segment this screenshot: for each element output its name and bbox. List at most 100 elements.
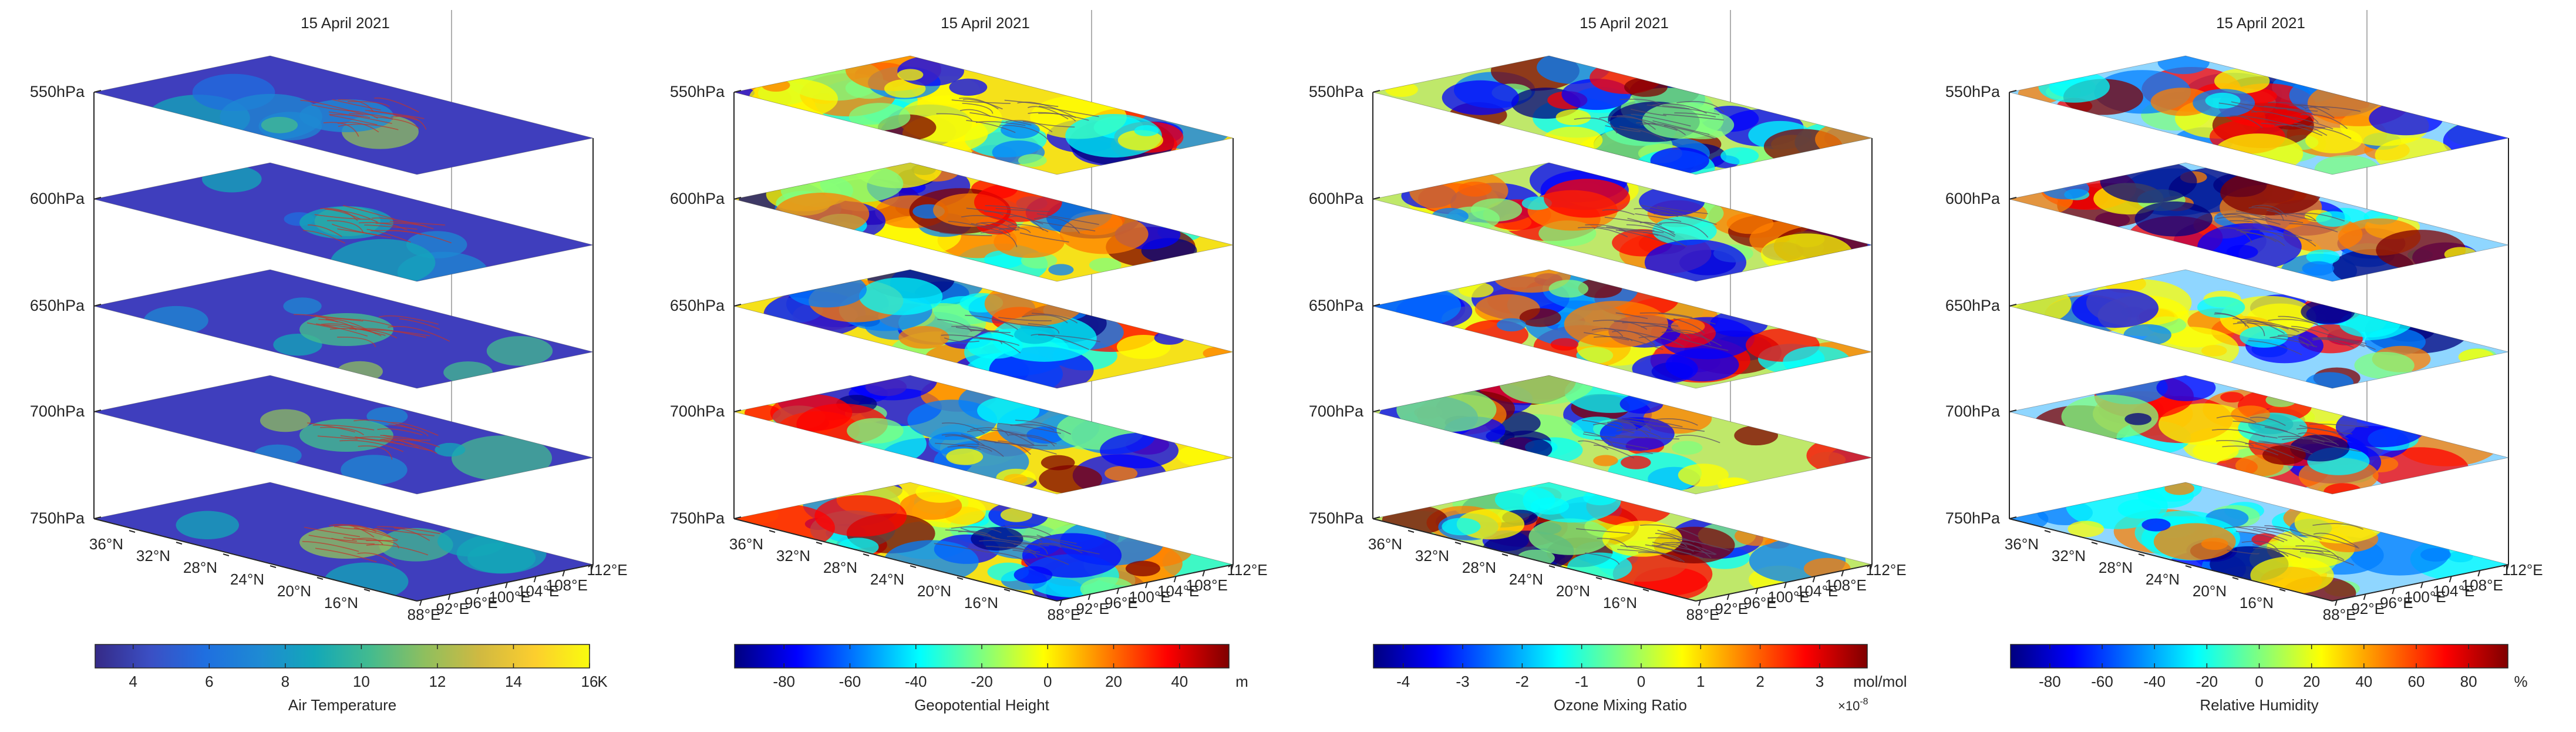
river-line xyxy=(2252,544,2289,557)
field-patch xyxy=(2153,523,2236,560)
axis-latitude xyxy=(93,518,417,602)
river-line xyxy=(1607,421,1650,437)
lon-tick xyxy=(1059,599,1062,606)
river-line xyxy=(349,113,393,120)
river-line xyxy=(1630,108,1666,116)
lon-tick xyxy=(2363,593,2366,600)
river-line xyxy=(979,338,1021,354)
river-line xyxy=(342,205,395,220)
field-patch xyxy=(379,528,453,562)
river-line xyxy=(1036,534,1082,548)
slice-650hPa xyxy=(93,269,594,389)
field-patch xyxy=(1013,566,1053,584)
river-line xyxy=(1664,125,1716,140)
slice-600hPa xyxy=(2009,162,2509,282)
lon-tick xyxy=(505,582,508,589)
river-line xyxy=(323,122,359,137)
river-line xyxy=(2217,213,2272,220)
slice-outline xyxy=(733,55,1234,175)
river-line xyxy=(308,535,357,542)
lon-tick xyxy=(1870,564,1873,571)
lat-tick-label: 20°N xyxy=(277,582,311,600)
river-line xyxy=(317,435,358,440)
colorbar-tick-label: 8 xyxy=(281,673,289,690)
river-line xyxy=(2275,213,2316,221)
slice-650hPa xyxy=(733,269,1234,389)
river-line xyxy=(1594,336,1633,341)
river-line xyxy=(323,324,386,336)
slice-700hPa xyxy=(93,375,594,495)
level-label: 750hPa xyxy=(30,509,85,527)
river-line xyxy=(1611,419,1654,430)
river-line xyxy=(2248,207,2284,221)
level-tick xyxy=(93,90,102,93)
field-patch xyxy=(2197,296,2245,318)
lat-tick-label: 24°N xyxy=(870,570,904,588)
field-patch xyxy=(2354,351,2415,380)
lon-tick xyxy=(2506,564,2509,571)
panel-title: 15 April 2021 xyxy=(301,14,390,32)
colorbar-tick-label: 20 xyxy=(1105,673,1122,690)
lon-tick-label: 108°E xyxy=(1825,576,1867,594)
field-patch xyxy=(1177,445,1225,466)
river-line xyxy=(941,422,985,434)
field-patch xyxy=(1039,465,1102,494)
river-line xyxy=(2235,210,2267,220)
river-line xyxy=(985,205,1030,210)
level-tick xyxy=(93,304,102,307)
field-patch xyxy=(949,78,988,96)
river-line xyxy=(1634,208,1679,217)
field-patch xyxy=(1442,80,1519,115)
panel-1: 15 April 2021 550hPa 600hPa 650hPa 700hPa 750… xyxy=(30,10,628,714)
river-line xyxy=(337,228,378,236)
river-line xyxy=(388,325,450,342)
field-patch xyxy=(1644,239,1747,281)
panel-title: 15 April 2021 xyxy=(2216,14,2305,32)
level-label: 650hPa xyxy=(1309,297,1364,314)
lon-tick-label: 96°E xyxy=(2380,594,2413,612)
river-line xyxy=(1609,418,1656,427)
river-line xyxy=(975,121,1026,126)
slice-550hPa xyxy=(733,55,1234,175)
slice-600hPa xyxy=(1372,162,1873,282)
axis-longitude xyxy=(2332,564,2509,602)
lon-tick xyxy=(419,599,422,606)
lon-tick-label: 108°E xyxy=(546,576,588,594)
colorbar-unit: m xyxy=(1235,673,1248,690)
field-patch xyxy=(915,482,965,503)
level-label: 750hPa xyxy=(670,509,725,527)
river-line xyxy=(1604,216,1662,226)
river-line xyxy=(304,526,361,538)
field-patch xyxy=(2141,518,2171,532)
slice-outline xyxy=(1372,162,1873,282)
field-patch xyxy=(1672,441,1703,455)
field-patch xyxy=(2009,506,2049,532)
lon-tick-label: 92°E xyxy=(436,600,469,617)
river-line xyxy=(1659,222,1709,238)
river-line xyxy=(2277,334,2315,347)
river-line xyxy=(2312,440,2361,452)
river-line xyxy=(2270,337,2318,348)
colorbar-label: Geopotential Height xyxy=(914,696,1050,714)
slice-550hPa xyxy=(1372,55,1873,175)
field-patch xyxy=(897,69,924,81)
river-line xyxy=(934,543,985,552)
river-line xyxy=(2229,220,2274,230)
lon-tick xyxy=(2449,576,2452,583)
river-line xyxy=(1012,549,1069,565)
field-patch xyxy=(1459,281,1494,298)
colorbar-exponent: ×10-8 xyxy=(1838,697,1868,713)
field-patch xyxy=(2305,372,2353,388)
slice-550hPa xyxy=(2009,55,2509,175)
river-line xyxy=(362,319,396,328)
field-patch xyxy=(848,103,911,131)
lat-tick-label: 28°N xyxy=(1462,559,1496,576)
field-patch xyxy=(2316,211,2351,227)
river-line xyxy=(970,427,1009,436)
field-patch xyxy=(977,397,1040,425)
river-line xyxy=(374,98,419,113)
river-line xyxy=(300,100,363,115)
axis-longitude xyxy=(416,564,594,602)
river-line xyxy=(2216,439,2254,447)
colorbar-tick-label: 40 xyxy=(2355,673,2372,690)
